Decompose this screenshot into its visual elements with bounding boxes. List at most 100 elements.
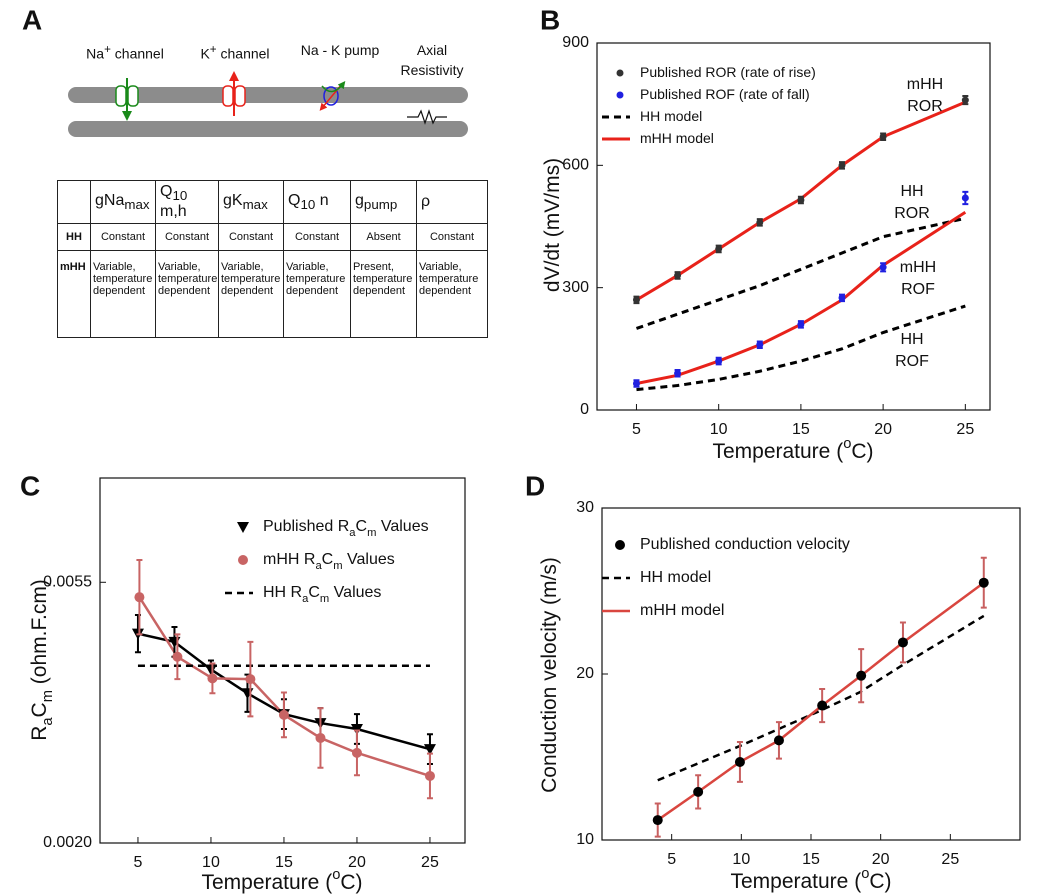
marker: [241, 688, 254, 700]
marker: [879, 133, 887, 141]
marker: [756, 341, 764, 349]
marker: [632, 296, 640, 304]
marker: [978, 577, 989, 588]
x-tick-label: 20: [348, 854, 366, 871]
annotation: mHH: [900, 259, 936, 276]
header-cell: ρ: [416, 179, 488, 225]
text-part: mHH model: [640, 130, 714, 146]
x-tick-label: 10: [202, 854, 220, 871]
header-cell: gNamax: [90, 179, 156, 225]
text-part: Values: [329, 584, 381, 601]
supscript: o: [861, 866, 869, 882]
text-part: Na - K pump: [300, 42, 380, 58]
marker: [961, 96, 969, 104]
line: [138, 596, 431, 778]
text-line: Resistivity: [400, 62, 464, 78]
header-cell: gpump: [350, 179, 417, 225]
y-tick-label: 0.0020: [43, 834, 92, 851]
marker: [797, 320, 805, 328]
text-part: (ohm.F.cm): [28, 579, 51, 690]
legend-marker: [615, 540, 625, 550]
na-channel: [115, 85, 127, 107]
marker: [756, 218, 764, 226]
legend-label: mHH model: [640, 602, 724, 619]
membrane: [68, 121, 468, 137]
y-tick-label: 300: [562, 279, 589, 296]
legend-marker: [616, 69, 624, 77]
marker: [961, 194, 969, 202]
text-part: ρ: [421, 193, 431, 211]
x-tick-label: 10: [710, 421, 728, 438]
plot-frame: [601, 507, 1021, 841]
marker: [207, 673, 218, 684]
text-part: Values: [343, 551, 395, 568]
chart: D 5 10 15 20 25 10 20 30 Temperature (o​C) Conduct…: [525, 470, 1021, 893]
x-tick-label: 5: [632, 421, 641, 438]
text-part: channel: [216, 45, 270, 62]
table-cell: Absent: [350, 223, 417, 252]
table-cell: Constant: [416, 223, 488, 252]
marker: [134, 592, 145, 603]
line: [635, 100, 966, 302]
table-cell: Constant: [155, 223, 219, 252]
text-part: Published conduction velocity: [640, 536, 850, 553]
x-tick-label: 5: [134, 854, 143, 871]
text-part: m,h: [160, 203, 187, 221]
x-tick-label: 25: [421, 854, 439, 871]
marker: [693, 786, 704, 797]
marker: [424, 770, 435, 781]
marker: [838, 161, 846, 169]
legend-label: Published ROR (rate of rise): [640, 64, 816, 80]
marker: [838, 294, 846, 302]
subscript: m: [367, 527, 376, 539]
supscript: o: [332, 867, 340, 883]
panel-letter: B: [540, 4, 560, 35]
legend-label: mHH Ra​Cm​ Values: [263, 551, 395, 572]
marker: [797, 196, 805, 204]
x-tick-label: 5: [667, 851, 676, 868]
legend-label: mHH model: [640, 130, 714, 146]
x-axis-label: Temperature (o​C): [730, 866, 891, 893]
legend-label: HH Ra​Cm​ Values: [263, 584, 381, 605]
annotation: HH: [900, 183, 923, 200]
marker: [278, 709, 289, 720]
marker: [245, 674, 256, 685]
y-tick-label: 30: [576, 499, 594, 516]
membrane-diagram: [68, 71, 468, 137]
table-cell: Variable, temperature dependent: [90, 250, 156, 339]
marker: [204, 664, 217, 676]
subscript: pump: [363, 197, 398, 213]
x-axis-label: Temperature (o​C): [201, 867, 362, 894]
y-tick-label: 20: [576, 665, 594, 682]
text-part: HH model: [640, 569, 711, 586]
na-channel: [127, 85, 139, 107]
annotation: ROR: [894, 205, 930, 222]
x-tick-label: 25: [941, 851, 959, 868]
subscript: m: [40, 690, 56, 702]
y-axis-label: Ra​Cm​ (ohm.F.cm): [28, 579, 56, 741]
x-tick-label: 20: [872, 851, 890, 868]
subscript: 10: [300, 197, 316, 213]
panel-letter: A: [22, 4, 42, 35]
annotation: mHH: [907, 76, 943, 93]
supscript: +: [209, 43, 217, 56]
subscript: a: [349, 527, 356, 539]
text-part: C): [851, 440, 873, 463]
line: [636, 210, 967, 385]
marker: [652, 815, 663, 826]
marker: [674, 369, 682, 377]
subscript: max: [124, 197, 150, 213]
text-part: C): [340, 871, 362, 894]
marker: [715, 357, 723, 365]
annotation: ROF: [901, 281, 935, 298]
legend-label: Published ROF (rate of fall): [640, 86, 810, 102]
text-part: C): [869, 870, 891, 893]
y-axis-label: dV/dt (mV/ms): [541, 158, 564, 292]
text-part: Na: [86, 45, 105, 62]
text-part: Published ROR (rate of rise): [640, 64, 816, 80]
text-part: channel: [110, 45, 164, 62]
diagram-label: Na - K pump: [280, 40, 400, 60]
text-part: gNa: [95, 192, 125, 209]
text-part: gK: [223, 192, 243, 209]
